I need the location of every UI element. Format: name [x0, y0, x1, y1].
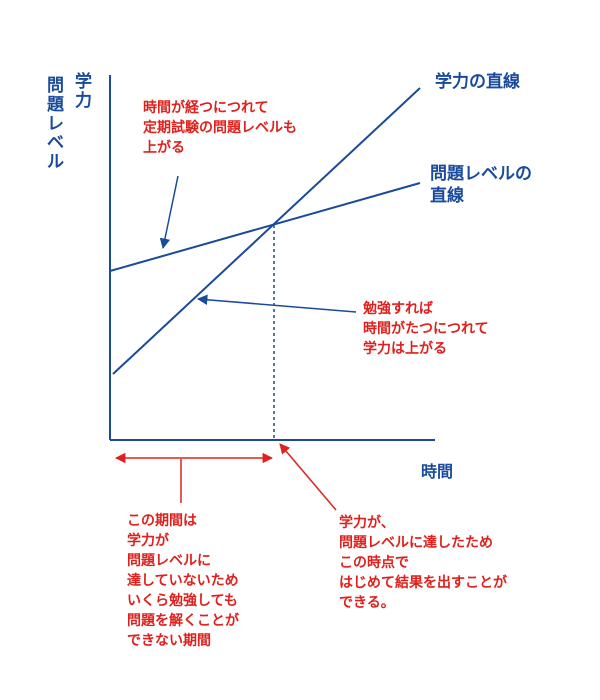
- problem-level-rises-note: 時間が経つにつれて 定期試験の問題レベルも 上がる: [143, 100, 297, 156]
- problem-level-annotation-arrow: [159, 175, 179, 250]
- ability-line-label: 学力の直線: [435, 72, 520, 92]
- problem-level-line: [109, 182, 421, 272]
- ability-line: [112, 87, 421, 375]
- vertical-label-char: 問: [47, 76, 64, 96]
- vertical-label-char: 力: [75, 91, 92, 111]
- vertical-label-char: 題: [47, 95, 64, 115]
- y-axis-label-ability: 学力: [74, 73, 93, 111]
- vertical-label-char: レ: [47, 114, 64, 134]
- x-axis-label: 時間: [421, 462, 454, 481]
- period-note: この期間は 学力が 問題レベルに 達していないため いくら勉強しても 問題を解く…: [127, 513, 239, 649]
- ability-rises-note: 勉強すれば 時間がたつにつれて 学力は上がる: [363, 301, 489, 357]
- vertical-label-char: 学: [75, 72, 92, 92]
- vertical-label-char: ベ: [47, 133, 64, 153]
- problem-level-line-label: 問題レベルの 直線: [430, 164, 532, 206]
- crossing-annotation-arrow: [279, 443, 337, 511]
- ability-annotation-arrow: [196, 294, 357, 313]
- crossing-point-note: 学力が、 問題レベルに達したため この時点で はじめて結果を出すことが できる。: [339, 515, 507, 611]
- vertical-label-char: ル: [47, 152, 64, 172]
- y-axis-label-problem-level: 問題レベル: [46, 77, 65, 172]
